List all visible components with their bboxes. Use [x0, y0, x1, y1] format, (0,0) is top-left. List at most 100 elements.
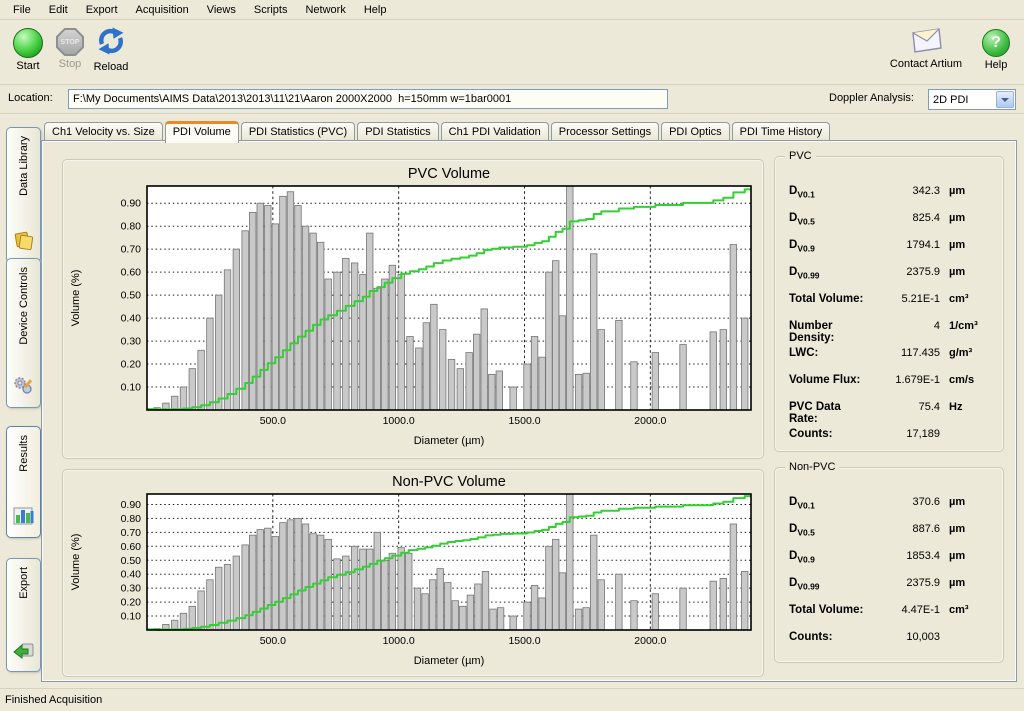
svg-text:0.40: 0.40: [121, 569, 142, 581]
sidebar-item-label: Export: [18, 567, 30, 599]
tab-ch1-pdi-validation[interactable]: Ch1 PDI Validation: [441, 122, 549, 141]
stat-value: 825.4: [868, 212, 940, 224]
svg-text:0.90: 0.90: [121, 499, 142, 511]
svg-text:PVC Volume: PVC Volume: [408, 166, 490, 182]
svg-text:1500.0: 1500.0: [508, 635, 540, 647]
svg-text:0.70: 0.70: [121, 244, 142, 256]
stat-unit: µm: [940, 577, 995, 589]
toolbar: Start STOP Stop Reload Contact Artium: [0, 20, 1024, 85]
stat-value: 1.679E-1: [868, 374, 940, 386]
sidebar-item-results[interactable]: Results: [6, 426, 41, 538]
stat-unit: g/m³: [940, 347, 995, 359]
stat-row: DV0.992375.9µm: [789, 577, 995, 604]
stat-unit: µm: [940, 550, 995, 562]
stop-button[interactable]: STOP Stop: [50, 26, 90, 70]
svg-text:500.0: 500.0: [260, 415, 286, 427]
stat-label: DV0.1: [789, 185, 868, 199]
main-area: Data LibraryDevice Controls Results Export…: [0, 114, 1024, 688]
tab-pdi-volume[interactable]: PDI Volume: [165, 121, 239, 143]
menu-bar: FileEditExportAcquisitionViewsScriptsNet…: [0, 0, 1024, 20]
svg-text:Volume (%): Volume (%): [70, 534, 82, 591]
stat-row: Total Volume:5.21E-1cm³: [789, 293, 995, 320]
stat-row: DV0.1370.6µm: [789, 496, 995, 523]
contact-artium-button[interactable]: Contact Artium: [884, 26, 968, 70]
sidebar-item-device-controls[interactable]: Device Controls: [6, 258, 41, 408]
svg-text:0.70: 0.70: [121, 527, 142, 539]
stat-label: Total Volume:: [789, 293, 868, 305]
stat-label: DV0.5: [789, 523, 868, 537]
stat-label: DV0.9: [789, 550, 868, 564]
non-pvc-volume-chart-box: 0.100.200.300.400.500.600.700.800.90500.…: [62, 469, 764, 677]
app-window: { "menu": { "items": ["File", "Edit", "E…: [0, 0, 1024, 711]
sidebar-item-label: Results: [18, 435, 30, 472]
pvc-volume-chart: 0.100.200.300.400.500.600.700.800.90500.…: [63, 160, 761, 456]
stat-unit: µm: [940, 266, 995, 278]
stat-row: Total Volume:4.47E-1cm³: [789, 604, 995, 631]
sidebar-item-data-library[interactable]: Data Library: [6, 127, 41, 263]
svg-text:2000.0: 2000.0: [634, 415, 666, 427]
doppler-analysis-label: Doppler Analysis:: [829, 92, 914, 104]
reload-icon: [96, 26, 126, 56]
non-pvc-stats-legend: Non-PVC: [785, 461, 839, 473]
svg-text:Non-PVC Volume: Non-PVC Volume: [392, 474, 506, 490]
start-icon: [13, 28, 43, 58]
location-input[interactable]: [68, 89, 668, 109]
tab-pdi-optics[interactable]: PDI Optics: [661, 122, 730, 141]
menu-item-acquisition[interactable]: Acquisition: [127, 2, 198, 18]
tab-processor-settings[interactable]: Processor Settings: [551, 122, 659, 141]
stat-label: DV0.99: [789, 266, 868, 280]
stat-row: LWC:117.435g/m³: [789, 347, 995, 374]
stat-label: DV0.1: [789, 496, 868, 510]
tab-content: 0.100.200.300.400.500.600.700.800.90500.…: [41, 140, 1017, 682]
stop-icon: STOP: [56, 28, 84, 56]
stat-value: 5.21E-1: [868, 293, 940, 305]
stat-unit: cm³: [940, 604, 995, 616]
stat-value: 2375.9: [868, 266, 940, 278]
tab-pdi-statistics-pvc[interactable]: PDI Statistics (PVC): [241, 122, 355, 141]
stat-label: DV0.99: [789, 577, 868, 591]
stat-label: Counts:: [789, 428, 868, 440]
doppler-analysis-value: 2D PDI: [929, 94, 995, 106]
svg-text:0.90: 0.90: [121, 198, 142, 210]
svg-text:2000.0: 2000.0: [634, 635, 666, 647]
stat-label: Counts:: [789, 631, 868, 643]
tab-pdi-statistics[interactable]: PDI Statistics: [357, 122, 438, 141]
menu-item-views[interactable]: Views: [198, 2, 245, 18]
start-label: Start: [8, 60, 48, 72]
menu-item-file[interactable]: File: [4, 2, 40, 18]
svg-text:1000.0: 1000.0: [383, 415, 415, 427]
status-text: Finished Acquisition: [5, 694, 102, 706]
help-icon: ?: [982, 29, 1010, 57]
svg-text:0.50: 0.50: [121, 555, 142, 567]
stat-label: DV0.5: [789, 212, 868, 226]
menu-item-edit[interactable]: Edit: [40, 2, 77, 18]
menu-item-scripts[interactable]: Scripts: [245, 2, 297, 18]
non-pvc-stats-group: Non-PVC DV0.1370.6µmDV0.5887.6µmDV0.9185…: [774, 467, 1004, 663]
svg-text:0.50: 0.50: [121, 290, 142, 302]
menu-item-export[interactable]: Export: [77, 2, 127, 18]
menu-item-network[interactable]: Network: [296, 2, 354, 18]
stat-value: 4: [868, 320, 940, 332]
stat-value: 4.47E-1: [868, 604, 940, 616]
svg-text:0.20: 0.20: [121, 597, 142, 609]
tab-ch1-velocity-vs-size[interactable]: Ch1 Velocity vs. Size: [44, 122, 163, 141]
svg-text:0.80: 0.80: [121, 513, 142, 525]
menu-item-help[interactable]: Help: [355, 2, 396, 18]
stat-value: 117.435: [868, 347, 940, 359]
stat-unit: µm: [940, 523, 995, 535]
stop-label: Stop: [50, 58, 90, 70]
stat-unit: µm: [940, 185, 995, 197]
stat-unit: µm: [940, 496, 995, 508]
gears-icon: [13, 370, 35, 399]
stat-label: Total Volume:: [789, 604, 868, 616]
reload-button[interactable]: Reload: [88, 26, 134, 73]
doppler-analysis-select[interactable]: 2D PDI: [928, 89, 1016, 110]
tab-pdi-time-history[interactable]: PDI Time History: [732, 122, 831, 141]
help-button[interactable]: ? Help: [978, 26, 1014, 71]
stat-row: DV0.5887.6µm: [789, 523, 995, 550]
stat-row: DV0.91853.4µm: [789, 550, 995, 577]
sidebar-item-export[interactable]: Export: [6, 558, 41, 672]
stat-row: DV0.91794.1µm: [789, 239, 995, 266]
stat-row: Counts:10,003: [789, 631, 995, 658]
start-button[interactable]: Start: [8, 26, 48, 72]
